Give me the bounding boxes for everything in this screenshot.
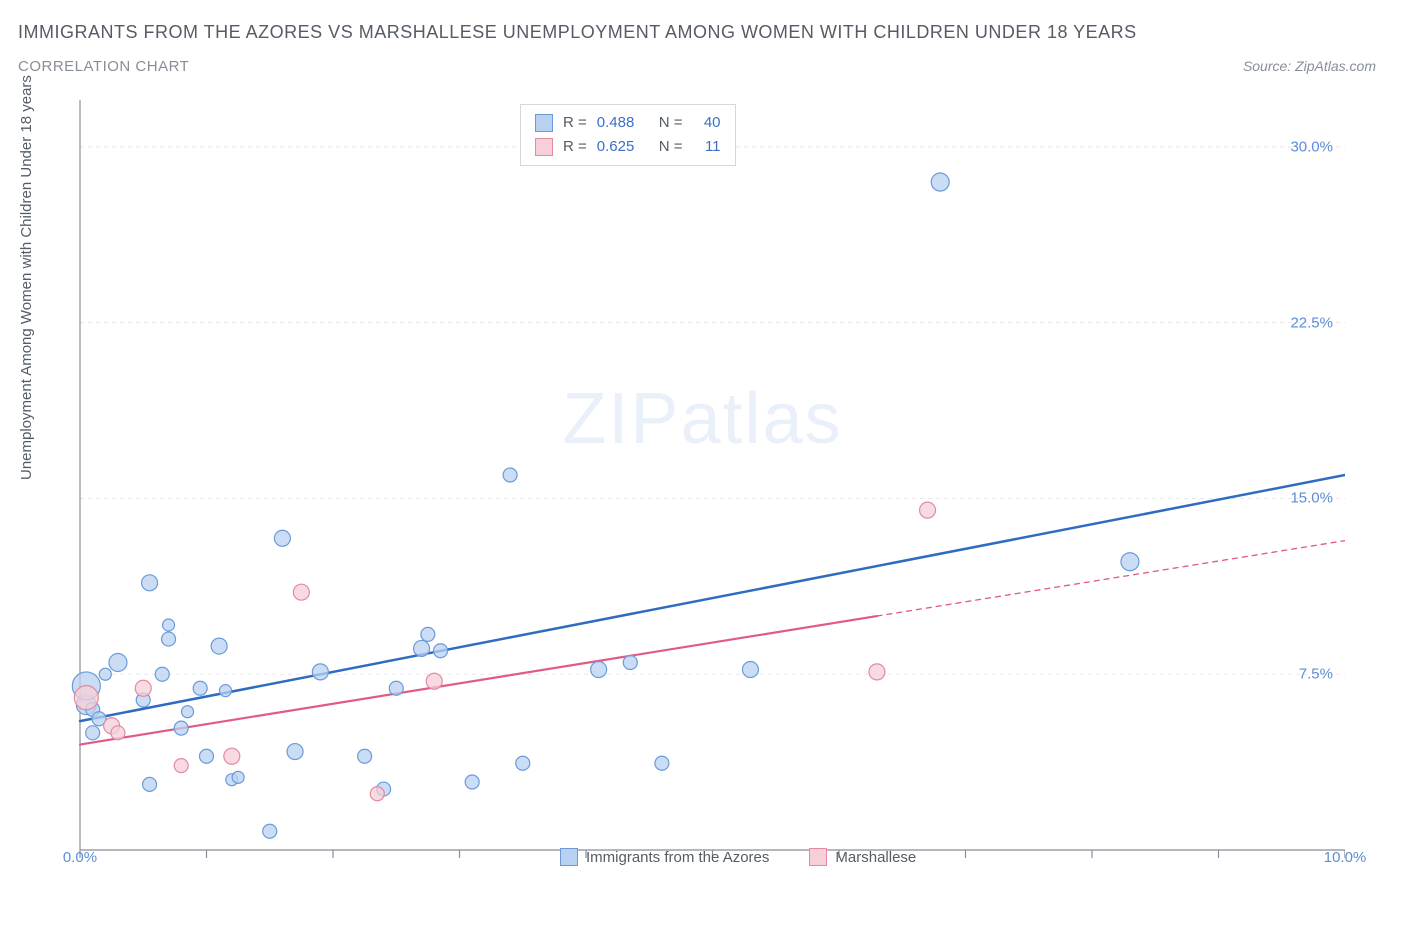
- legend-swatch: [535, 138, 553, 156]
- n-value: 11: [693, 135, 721, 159]
- x-tick-label: 0.0%: [63, 849, 97, 866]
- correlation-legend: R = 0.488 N = 40 R = 0.625 N = 11: [520, 104, 736, 166]
- series-legend: Immigrants from the Azores Marshallese: [560, 848, 916, 866]
- legend-row: R = 0.625 N = 11: [535, 135, 721, 159]
- chart-area: ZIPatlas R =0.488N =40R =0.625N =11 Immi…: [60, 100, 1345, 860]
- legend-item: Immigrants from the Azores: [560, 848, 769, 866]
- n-label: N =: [659, 111, 683, 135]
- y-tick-label: 22.5%: [1290, 314, 1333, 331]
- chart-title: IMMIGRANTS FROM THE AZORES VS MARSHALLES…: [18, 22, 1137, 43]
- r-label: R =: [563, 135, 587, 159]
- legend-swatch: [809, 848, 827, 866]
- source-label: Source: ZipAtlas.com: [1243, 58, 1376, 74]
- legend-item: Marshallese: [809, 848, 916, 866]
- chart-subtitle: CORRELATION CHART: [18, 58, 189, 75]
- y-tick-label: 30.0%: [1290, 138, 1333, 155]
- legend-label: Marshallese: [835, 849, 916, 866]
- n-label: N =: [659, 135, 683, 159]
- legend-swatch: [535, 114, 553, 132]
- legend-row: R = 0.488 N = 40: [535, 111, 721, 135]
- y-tick-label: 15.0%: [1290, 490, 1333, 507]
- n-value: 40: [693, 111, 721, 135]
- y-tick-label: 7.5%: [1299, 666, 1333, 683]
- scatter-plot: [60, 100, 1345, 860]
- legend-swatch: [560, 848, 578, 866]
- x-tick-label: 10.0%: [1324, 849, 1367, 866]
- r-label: R =: [563, 111, 587, 135]
- r-value: 0.625: [597, 135, 649, 159]
- legend-label: Immigrants from the Azores: [586, 849, 769, 866]
- y-axis-label: Unemployment Among Women with Children U…: [18, 75, 35, 480]
- r-value: 0.488: [597, 111, 649, 135]
